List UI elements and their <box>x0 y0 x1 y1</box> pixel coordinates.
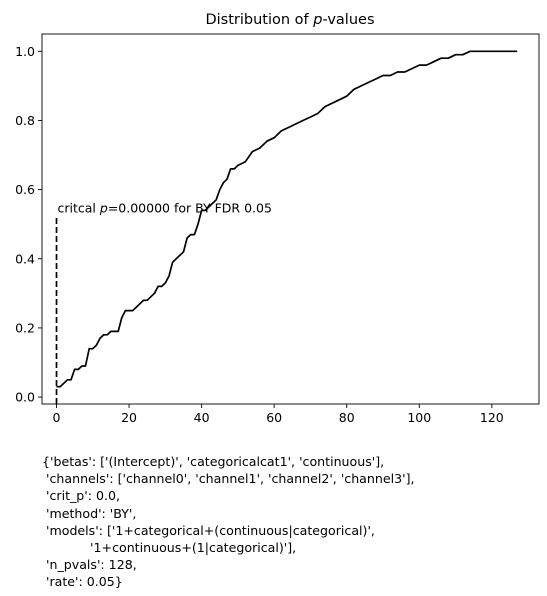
parameters-line: 'method': 'BY', <box>42 505 137 521</box>
y-tick-label-0: 0.0 <box>15 390 35 405</box>
series-line <box>56 50 518 388</box>
chart-title: Distribution of p-values <box>205 12 374 28</box>
critical-p-annotation: critcal p=0.00000 for BY FDR 0.05 <box>58 200 272 215</box>
x-tick-label-6: 120 <box>480 410 504 425</box>
parameters-line: 'channels': ['channel0', 'channel1', 'ch… <box>42 471 415 487</box>
y-tick-label-4: 0.8 <box>15 113 35 128</box>
x-tick-label-2: 40 <box>194 410 210 425</box>
chart-marks <box>55 50 518 404</box>
y-tick-label-2: 0.4 <box>15 251 35 266</box>
y-tick-label-3: 0.6 <box>15 182 35 197</box>
parameters-line: 'rate': 0.05} <box>42 574 123 590</box>
parameters-line: 'n_pvals': 128, <box>42 557 137 573</box>
parameters-line: {'betas': ['(Intercept)', 'categoricalca… <box>42 454 385 469</box>
axis-ticks: 0 20 40 60 80 100 120 0.0 0.2 0.4 0.6 0.8 1.0 <box>15 44 504 425</box>
x-tick-label-0: 0 <box>53 410 61 425</box>
x-tick-label-5: 100 <box>407 410 431 425</box>
parameters-line: 'models': ['1+categorical+(continuous|ca… <box>42 522 375 538</box>
x-tick-label-1: 20 <box>121 410 137 425</box>
y-tick-label-5: 1.0 <box>15 44 35 59</box>
parameters-line: '1+continuous+(1|categorical)'], <box>42 540 297 556</box>
pvalue-distribution-chart: Distribution of p-values 0 20 40 60 80 100 120… <box>15 12 540 425</box>
plot-frame <box>41 33 540 405</box>
y-tick-label-1: 0.2 <box>15 320 35 335</box>
parameters-line: 'crit_p': 0.0, <box>42 488 121 504</box>
x-tick-label-4: 80 <box>339 410 355 425</box>
parameters-text: {'betas': ['(Intercept)', 'categoricalca… <box>42 453 415 591</box>
x-tick-label-3: 60 <box>266 410 282 425</box>
